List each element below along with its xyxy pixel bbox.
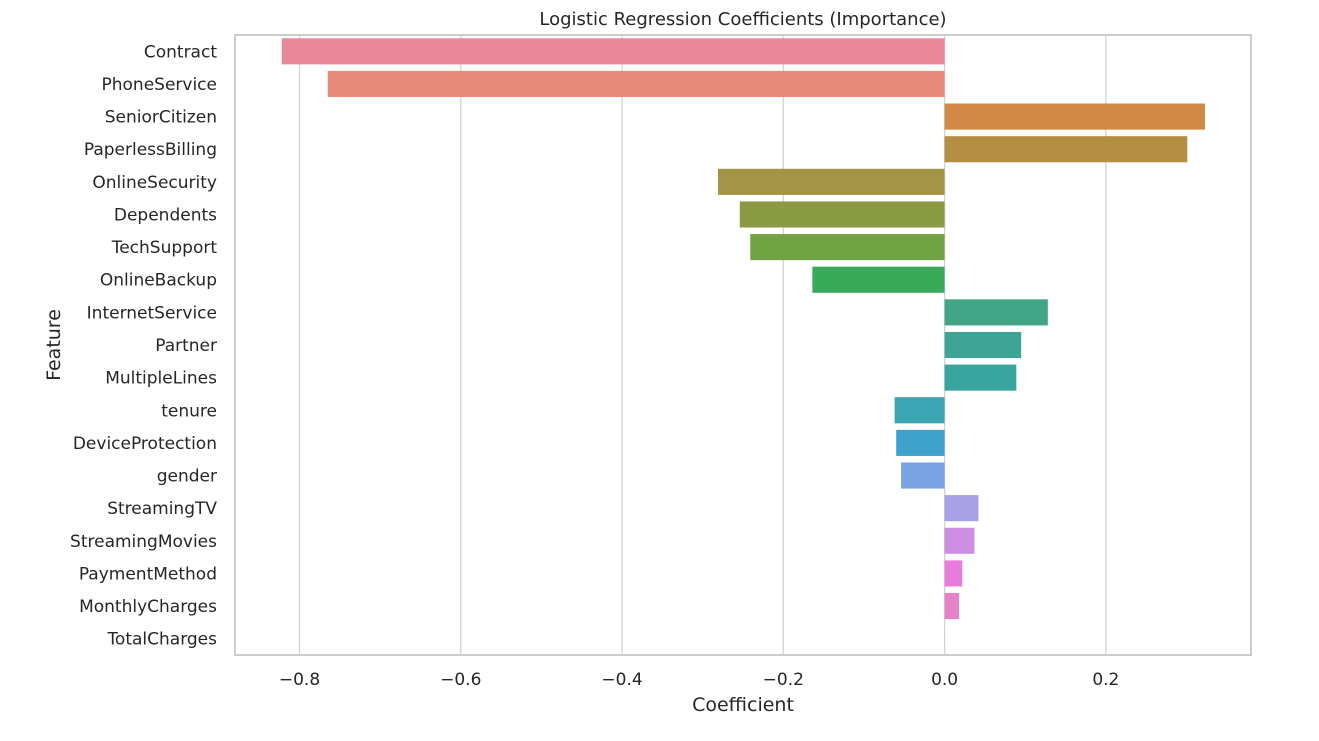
y-axis-label: Feature	[43, 309, 65, 381]
y-tick-label: StreamingTV	[107, 499, 217, 519]
y-tick-label: StreamingMovies	[70, 532, 217, 552]
bar	[945, 104, 1205, 130]
bar	[750, 234, 944, 260]
y-tick-label: Partner	[155, 336, 217, 356]
x-tick-labels: −0.8 −0.6 −0.4 −0.2 0.0 0.2	[279, 670, 1120, 690]
x-tick-label: −0.8	[279, 670, 320, 690]
y-tick-label: gender	[157, 467, 217, 487]
bar	[945, 528, 975, 554]
bar	[945, 365, 1017, 391]
bar	[945, 593, 960, 619]
bar	[945, 495, 979, 521]
x-tick-label: −0.4	[601, 670, 642, 690]
bar	[901, 462, 945, 488]
x-tick-label: 0.0	[931, 670, 958, 690]
y-tick-label: DeviceProtection	[73, 434, 217, 454]
bar	[896, 430, 944, 456]
y-tick-label: OnlineBackup	[100, 271, 217, 291]
y-tick-label: MonthlyCharges	[79, 597, 217, 617]
bar	[945, 299, 1048, 325]
y-tick-label: PhoneService	[102, 75, 218, 95]
y-tick-label: InternetService	[87, 303, 217, 323]
y-tick-label: SeniorCitizen	[105, 108, 217, 128]
bar	[812, 267, 944, 293]
bar	[740, 201, 945, 227]
x-tick-label: −0.2	[763, 670, 804, 690]
bar	[282, 38, 945, 64]
y-tick-label: Contract	[144, 42, 217, 62]
bar	[895, 397, 945, 423]
bar	[718, 169, 945, 195]
y-tick-label: OnlineSecurity	[92, 173, 217, 193]
bar	[328, 71, 945, 97]
y-tick-label: tenure	[161, 401, 217, 421]
y-tick-label: MultipleLines	[105, 369, 217, 389]
chart-title: Logistic Regression Coefficients (Import…	[539, 9, 946, 30]
x-axis-label: Coefficient	[692, 694, 794, 716]
bars	[282, 38, 1205, 651]
y-tick-label: PaymentMethod	[79, 564, 217, 584]
x-tick-label: 0.2	[1092, 670, 1119, 690]
y-tick-label: PaperlessBilling	[84, 140, 217, 160]
y-tick-label: Dependents	[114, 205, 217, 225]
x-tick-label: −0.6	[440, 670, 481, 690]
y-tick-label: TotalCharges	[106, 630, 217, 650]
bar	[945, 332, 1022, 358]
y-tick-label: TechSupport	[111, 238, 218, 258]
y-tick-labels: Contract PhoneService SeniorCitizen Paperle…	[70, 42, 217, 649]
bar	[945, 560, 963, 586]
bar	[945, 136, 1188, 162]
